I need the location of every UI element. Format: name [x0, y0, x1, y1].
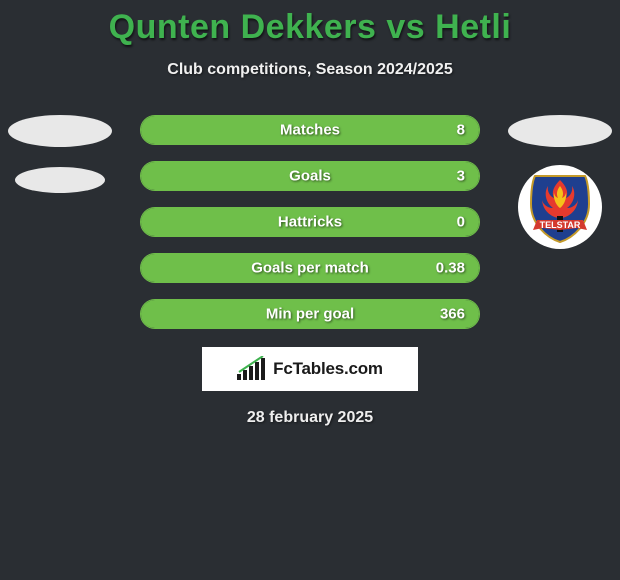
- stat-value-right: 366: [440, 306, 465, 323]
- snapshot-date: 28 february 2025: [0, 409, 620, 427]
- subtitle: Club competitions, Season 2024/2025: [0, 61, 620, 79]
- avatar-placeholder-ellipse: [8, 115, 112, 147]
- stat-row: Matches 8: [140, 115, 480, 145]
- comparison-panel: TELSTAR Matches 8 Goals 3 Hattricks 0 Goals pe…: [0, 115, 620, 427]
- stat-value-right: 3: [457, 168, 465, 185]
- stat-value-right: 0.38: [436, 260, 465, 277]
- player-left-avatar: [8, 115, 112, 200]
- avatar-placeholder-ellipse: [15, 167, 105, 193]
- stat-row: Goals per match 0.38: [140, 253, 480, 283]
- stat-label: Matches: [280, 122, 340, 139]
- stat-label: Min per goal: [266, 306, 354, 323]
- stat-label: Goals per match: [251, 260, 369, 277]
- brand-box[interactable]: FcTables.com: [202, 347, 418, 391]
- stat-label: Hattricks: [278, 214, 342, 231]
- club-crest: TELSTAR: [518, 165, 602, 249]
- stat-row: Goals 3: [140, 161, 480, 191]
- stat-row: Hattricks 0: [140, 207, 480, 237]
- player-right-avatar: TELSTAR: [508, 115, 612, 249]
- stat-row: Min per goal 366: [140, 299, 480, 329]
- stat-label: Goals: [289, 168, 331, 185]
- telstar-crest-icon: TELSTAR: [527, 170, 593, 244]
- brand-text: FcTables.com: [273, 359, 383, 379]
- crest-banner-text: TELSTAR: [540, 220, 581, 230]
- stat-value-right: 0: [457, 214, 465, 231]
- avatar-placeholder-ellipse: [508, 115, 612, 147]
- page-title: Qunten Dekkers vs Hetli: [0, 0, 620, 47]
- stat-value-right: 8: [457, 122, 465, 139]
- fctables-logo-icon: [237, 356, 267, 382]
